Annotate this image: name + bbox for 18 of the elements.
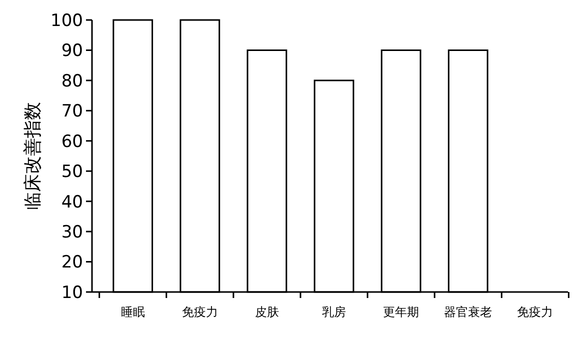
y-tick-label: 40: [61, 192, 83, 212]
x-tick-label: 皮肤: [254, 305, 279, 319]
y-tick-label: 10: [61, 282, 83, 303]
x-tick-label: 乳房: [322, 305, 346, 319]
x-tick-label: 免疫力: [182, 305, 218, 319]
y-tick-label: 80: [61, 71, 83, 92]
x-tick-label: 器官衰老: [444, 305, 492, 319]
y-tick-label: 20: [61, 252, 83, 273]
x-tick-label: 更年期: [383, 305, 420, 319]
y-tick-label: 90: [61, 41, 83, 62]
y-axis-title: 临床改善指数: [22, 102, 44, 210]
x-tick-label: 睡眠: [120, 305, 145, 319]
x-tick-label: 免疫力: [517, 305, 554, 319]
y-tick-label: 100: [50, 10, 83, 31]
y-tick-label: 70: [61, 102, 83, 122]
y-tick-label: 30: [61, 222, 83, 243]
y-tick-label: 60: [61, 132, 83, 152]
y-tick-label: 50: [61, 162, 83, 182]
